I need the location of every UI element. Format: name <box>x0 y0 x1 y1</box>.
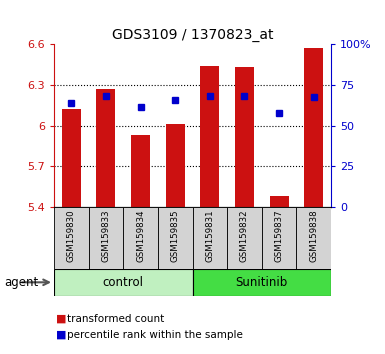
Text: GSM159832: GSM159832 <box>240 209 249 262</box>
FancyBboxPatch shape <box>54 207 89 269</box>
Text: GSM159831: GSM159831 <box>205 209 214 262</box>
Bar <box>62 109 81 207</box>
FancyBboxPatch shape <box>192 269 331 296</box>
Text: percentile rank within the sample: percentile rank within the sample <box>67 330 243 339</box>
Text: GSM159835: GSM159835 <box>171 209 180 262</box>
Text: GSM159830: GSM159830 <box>67 209 76 262</box>
FancyBboxPatch shape <box>227 207 262 269</box>
Bar <box>166 124 185 207</box>
Text: Sunitinib: Sunitinib <box>236 276 288 289</box>
Text: GSM159838: GSM159838 <box>309 209 318 262</box>
Bar <box>200 66 219 207</box>
Title: GDS3109 / 1370823_at: GDS3109 / 1370823_at <box>112 28 273 42</box>
Bar <box>235 67 254 207</box>
Text: ■: ■ <box>56 330 66 339</box>
FancyBboxPatch shape <box>262 207 296 269</box>
Text: control: control <box>103 276 144 289</box>
Text: GSM159833: GSM159833 <box>101 209 110 262</box>
FancyBboxPatch shape <box>158 207 192 269</box>
FancyBboxPatch shape <box>192 207 227 269</box>
FancyBboxPatch shape <box>54 269 192 296</box>
Bar <box>131 135 150 207</box>
Text: agent: agent <box>4 276 38 289</box>
FancyBboxPatch shape <box>123 207 158 269</box>
Bar <box>270 196 289 207</box>
FancyBboxPatch shape <box>296 207 331 269</box>
FancyBboxPatch shape <box>89 207 123 269</box>
Text: ■: ■ <box>56 314 66 324</box>
Bar <box>96 89 116 207</box>
Bar <box>304 48 323 207</box>
Text: GSM159834: GSM159834 <box>136 209 145 262</box>
Text: GSM159837: GSM159837 <box>275 209 284 262</box>
Text: transformed count: transformed count <box>67 314 165 324</box>
